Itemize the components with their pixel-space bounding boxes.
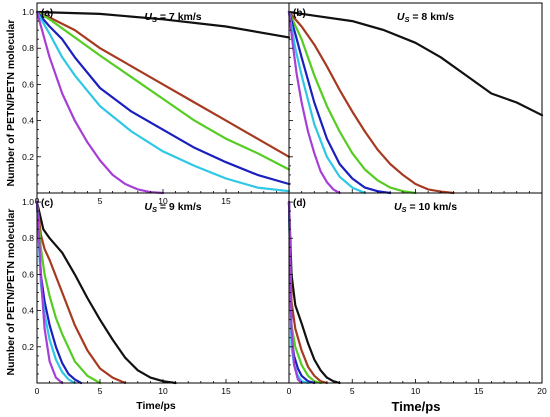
series-line-black bbox=[287, 10, 544, 117]
panel-title: US = 8 km/s bbox=[397, 11, 454, 24]
x-tick-label: 20 bbox=[537, 386, 547, 396]
y-tick-label: 0.2 bbox=[22, 342, 34, 352]
panel-label: (b) bbox=[293, 8, 306, 19]
series-line-brown bbox=[287, 10, 455, 195]
y-tick-label: 0.4 bbox=[22, 306, 34, 316]
x-tick-label: 5 bbox=[350, 386, 355, 396]
x-axis-label-left: Time/ps bbox=[136, 400, 176, 412]
y-tick-label: 1.0 bbox=[22, 197, 34, 207]
series-line-brown bbox=[35, 200, 127, 385]
x-tick-label: 5 bbox=[98, 386, 103, 396]
x-tick-label: 0 bbox=[35, 386, 40, 396]
y-tick-label: 0.2 bbox=[22, 152, 34, 162]
x-tick-label: 15 bbox=[221, 386, 231, 396]
series-line-green bbox=[287, 10, 417, 195]
y-axis-label-bottom: Number of PETN/PETN molecular bbox=[5, 209, 17, 376]
x-tick-label: 15 bbox=[221, 196, 231, 206]
panel-frame bbox=[288, 192, 543, 384]
panel-label: (a) bbox=[41, 8, 53, 19]
panel-frame bbox=[36, 192, 290, 384]
series-line-black bbox=[35, 10, 291, 39]
series-line-purple bbox=[35, 10, 165, 195]
panels-group: 0 5 10 15 0.2 0.4 0.6 0.8 1.0 (a) US = 7 km/s (b) US… bbox=[22, 2, 547, 396]
panel-2: (b) US = 8 km/s bbox=[287, 2, 544, 195]
y-tick-label: 0.6 bbox=[22, 269, 34, 279]
series-line-blue bbox=[287, 10, 392, 195]
series-line-cyan bbox=[35, 10, 291, 193]
series-line-black bbox=[35, 200, 177, 385]
y-tick-label: 0.8 bbox=[22, 43, 34, 53]
x-tick-label: 10 bbox=[158, 196, 168, 206]
x-axis-label-right: Time/ps bbox=[392, 399, 441, 414]
y-tick-label: 1.0 bbox=[22, 7, 34, 17]
series-line-purple bbox=[35, 200, 64, 385]
x-tick-label: 5 bbox=[98, 196, 103, 206]
series-line-blue bbox=[35, 10, 291, 186]
x-tick-label: 10 bbox=[411, 386, 421, 396]
panel-label: (c) bbox=[41, 198, 53, 209]
panel-1: 0 5 10 150.20.40.60.81.0 (a) US = 7 km/s bbox=[22, 2, 291, 206]
series-line-cyan bbox=[287, 10, 366, 195]
x-tick-label: 0 bbox=[287, 386, 292, 396]
panel-4: 0 5 10 15 20 (d) US = 10 km/s bbox=[287, 192, 547, 396]
y-tick-label: 0.8 bbox=[22, 233, 34, 243]
x-tick-label: 10 bbox=[158, 386, 168, 396]
series-line-black bbox=[287, 200, 341, 385]
series-line-purple bbox=[287, 10, 341, 195]
x-tick-label: 15 bbox=[474, 386, 484, 396]
y-tick-label: 0.6 bbox=[22, 79, 34, 89]
panel-3: 0 5 10 15 0.2 0.4 0.6 0.8 1.0 (c) US = 9 km/s bbox=[22, 192, 290, 396]
panel-title: US = 9 km/s bbox=[144, 201, 201, 214]
panel-title: US = 10 km/s bbox=[394, 201, 457, 214]
panel-label: (d) bbox=[293, 198, 306, 209]
panel-title: US = 7 km/s bbox=[144, 11, 201, 24]
series-line-green bbox=[35, 10, 291, 171]
y-axis-label-top: Number of PETN/PETN molecular bbox=[5, 20, 17, 187]
series-line-green bbox=[35, 200, 102, 385]
y-tick-label: 0.4 bbox=[22, 116, 34, 126]
series-line-brown bbox=[35, 10, 291, 158]
